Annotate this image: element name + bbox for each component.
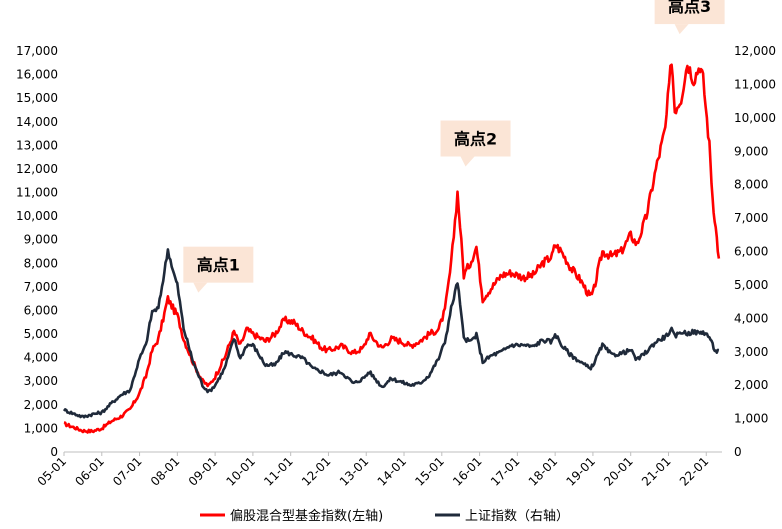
x-tick-label: 13-01: [337, 454, 372, 489]
right-y-tick-label: 7,000: [734, 211, 768, 225]
left-y-tick-label: 10,000: [16, 209, 58, 223]
legend: 偏股混合型基金指数(左轴) 上证指数（右轴）: [200, 508, 569, 524]
left-y-tick-label: 9,000: [24, 233, 58, 247]
x-tick-label: 07-01: [110, 454, 145, 489]
series-line-sse-index: [62, 248, 720, 419]
left-y-tick-label: 11,000: [16, 186, 58, 200]
right-y-tick-label: 12,000: [734, 44, 776, 58]
right-y-axis: 0 1,000 2,000 3,000 4,000 5,000 6,000 7,000 8,00…: [734, 44, 776, 459]
x-tick-label: 21-01: [639, 454, 674, 489]
x-tick-label: 22-01: [677, 454, 712, 489]
callout-label: 高点3: [668, 0, 711, 16]
callout-pointer: [460, 156, 475, 167]
x-tick-label: 16-01: [450, 454, 485, 489]
x-tick-label: 06-01: [72, 454, 107, 489]
x-tick-label: 05-01: [35, 454, 70, 489]
right-y-tick-label: 4,000: [734, 311, 768, 325]
left-y-tick-label: 3,000: [24, 374, 58, 388]
right-y-tick-label: 3,000: [734, 345, 768, 359]
left-y-tick-label: 2,000: [24, 398, 58, 412]
left-y-tick-label: 12,000: [16, 162, 58, 176]
series-line-fund-index: [63, 63, 721, 434]
right-y-tick-label: 10,000: [734, 111, 776, 125]
x-axis: 05-01 06-01 07-01 08-01 09-01 10-01 11-01 12-01…: [35, 452, 712, 489]
left-y-tick-label: 6,000: [24, 303, 58, 317]
left-y-tick-label: 4,000: [24, 351, 58, 365]
right-y-tick-label: 2,000: [734, 378, 768, 392]
callout-box: [440, 120, 511, 157]
left-y-tick-label: 14,000: [16, 115, 58, 129]
x-tick-label: 14-01: [375, 454, 410, 489]
left-y-tick-label: 7,000: [24, 280, 58, 294]
series-group: [62, 63, 721, 434]
left-y-tick-label: 0: [50, 445, 58, 459]
callout-label: 高点2: [454, 130, 497, 149]
left-y-tick-label: 17,000: [16, 44, 58, 58]
legend-label-sse-index: 上证指数（右轴）: [465, 509, 569, 524]
right-y-tick-label: 5,000: [734, 278, 768, 292]
right-y-tick-label: 1,000: [734, 412, 768, 426]
right-y-tick-label: 0: [734, 445, 742, 459]
left-y-axis: 0 1,000 2,000 3,000 4,000 5,000 6,000 7,000 8,00…: [16, 44, 58, 459]
x-tick-label: 12-01: [299, 454, 334, 489]
left-y-tick-label: 16,000: [16, 68, 58, 82]
x-tick-label: 18-01: [526, 454, 561, 489]
callouts: 高点1 高点2 高点3: [183, 0, 725, 293]
right-y-tick-label: 6,000: [734, 245, 768, 259]
left-y-tick-label: 15,000: [16, 91, 58, 105]
x-tick-label: 10-01: [223, 454, 258, 489]
x-tick-label: 19-01: [563, 454, 598, 489]
x-tick-label: 11-01: [261, 454, 296, 489]
callout-box: [654, 0, 725, 25]
x-tick-label: 08-01: [148, 454, 183, 489]
x-tick-label: 09-01: [186, 454, 221, 489]
left-y-tick-label: 8,000: [24, 256, 58, 270]
callout-pointer: [193, 282, 208, 293]
left-y-tick-label: 13,000: [16, 138, 58, 152]
x-tick-label: 15-01: [412, 454, 447, 489]
right-y-tick-label: 9,000: [734, 144, 768, 158]
legend-label-fund-index: 偏股混合型基金指数(左轴): [230, 508, 383, 524]
right-y-tick-label: 11,000: [734, 77, 776, 91]
right-y-tick-label: 8,000: [734, 178, 768, 192]
callout-box: [183, 246, 254, 283]
x-tick-label: 20-01: [601, 454, 636, 489]
left-y-tick-label: 1,000: [24, 421, 58, 435]
left-y-tick-label: 5,000: [24, 327, 58, 341]
x-tick-label: 17-01: [488, 454, 523, 489]
callout-pointer: [674, 24, 689, 35]
callout-label: 高点1: [197, 256, 240, 275]
